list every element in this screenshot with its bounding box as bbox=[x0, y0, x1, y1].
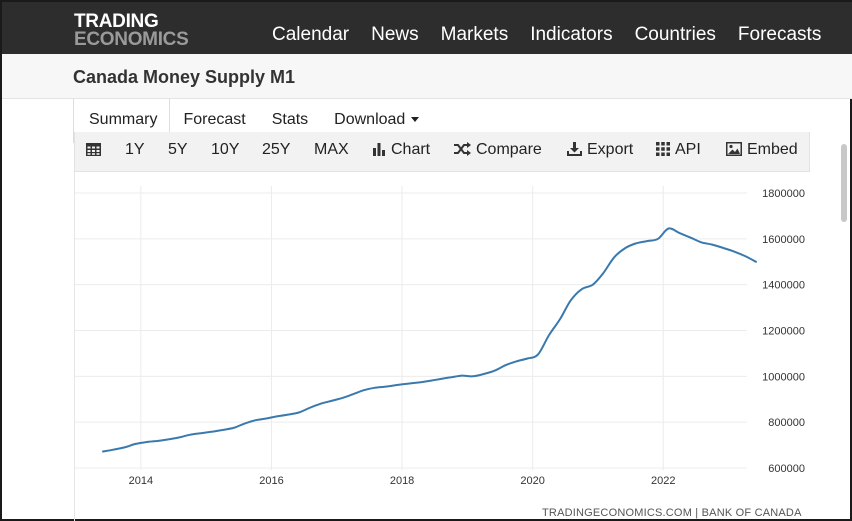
download-icon bbox=[567, 142, 582, 156]
range-10y-button[interactable]: 10Y bbox=[211, 141, 240, 158]
top-navbar: TRADING ECONOMICS Calendar News Markets … bbox=[2, 2, 852, 54]
embed-button[interactable]: Embed bbox=[726, 141, 798, 159]
y-tick-label: 1000000 bbox=[762, 371, 805, 383]
series-line bbox=[102, 227, 757, 453]
compare-label: Compare bbox=[476, 141, 542, 158]
nav-countries[interactable]: Countries bbox=[634, 24, 716, 45]
y-tick-label: 1400000 bbox=[762, 280, 805, 292]
chart-area: 600000 800000 1000000 1200000 1400000 1600000… bbox=[74, 172, 811, 521]
table-view-button[interactable] bbox=[86, 141, 101, 159]
x-axis: 2014 2016 2018 2020 2022 bbox=[129, 475, 676, 487]
title-bar: Canada Money Supply M1 bbox=[2, 54, 852, 99]
nav-indicators[interactable]: Indicators bbox=[530, 24, 613, 45]
x-tick-label: 2022 bbox=[651, 475, 675, 487]
nav-forecasts[interactable]: Forecasts bbox=[737, 24, 822, 45]
tab-stats[interactable]: Stats bbox=[271, 111, 309, 128]
main-nav: Calendar News Markets Indicators Countri… bbox=[272, 2, 843, 54]
export-button[interactable]: Export bbox=[567, 141, 633, 159]
scrollbar-thumb[interactable] bbox=[841, 144, 847, 222]
chart-toolbar: 1Y 5Y 10Y 25Y MAX Chart Compare Export A… bbox=[74, 132, 810, 172]
range-5y-button[interactable]: 5Y bbox=[168, 141, 188, 158]
range-1y-button[interactable]: 1Y bbox=[125, 141, 145, 158]
nav-markets[interactable]: Markets bbox=[440, 24, 509, 45]
bar-chart-icon bbox=[373, 143, 385, 156]
api-label: API bbox=[675, 141, 701, 158]
range-max-button[interactable]: MAX bbox=[314, 141, 349, 158]
x-tick-label: 2014 bbox=[129, 475, 153, 487]
y-tick-label: 800000 bbox=[768, 417, 805, 429]
nav-news[interactable]: News bbox=[371, 24, 419, 45]
indicator-tabs: Summary Forecast Stats Download bbox=[73, 99, 432, 143]
tab-download[interactable]: Download bbox=[321, 99, 432, 141]
y-tick-label: 1600000 bbox=[762, 234, 805, 246]
y-tick-label: 1800000 bbox=[762, 188, 805, 200]
image-icon bbox=[726, 142, 742, 156]
y-tick-label: 1200000 bbox=[762, 326, 805, 338]
source-credit: TRADINGECONOMICS.COM | BANK OF CANADA bbox=[542, 507, 802, 519]
chart-label: Chart bbox=[391, 141, 431, 158]
line-chart: 600000 800000 1000000 1200000 1400000 1600000… bbox=[75, 186, 805, 487]
nav-calendar[interactable]: Calendar bbox=[272, 24, 350, 45]
tab-forecast[interactable]: Forecast bbox=[183, 111, 246, 128]
export-label: Export bbox=[587, 141, 634, 158]
api-button[interactable]: API bbox=[656, 141, 701, 159]
range-25y-button[interactable]: 25Y bbox=[262, 141, 291, 158]
tab-download-label: Download bbox=[334, 111, 406, 128]
shuffle-icon bbox=[454, 142, 471, 156]
logo-line2: ECONOMICS bbox=[74, 29, 189, 50]
grid-icon bbox=[656, 142, 670, 156]
embed-label: Embed bbox=[747, 141, 798, 158]
x-tick-label: 2018 bbox=[390, 475, 414, 487]
y-axis: 600000 800000 1000000 1200000 1400000 1600000… bbox=[762, 188, 805, 475]
caret-down-icon bbox=[411, 117, 420, 123]
x-tick-label: 2016 bbox=[259, 475, 283, 487]
chart-gridlines bbox=[75, 186, 747, 470]
chart-type-button[interactable]: Chart bbox=[372, 141, 430, 159]
x-tick-label: 2020 bbox=[520, 475, 544, 487]
y-tick-label: 600000 bbox=[768, 463, 805, 475]
compare-button[interactable]: Compare bbox=[453, 141, 542, 159]
page-title: Canada Money Supply M1 bbox=[73, 67, 296, 87]
table-icon bbox=[86, 143, 101, 156]
logo-line1: TRADING bbox=[74, 11, 159, 32]
site-logo[interactable]: TRADING ECONOMICS bbox=[74, 11, 189, 50]
